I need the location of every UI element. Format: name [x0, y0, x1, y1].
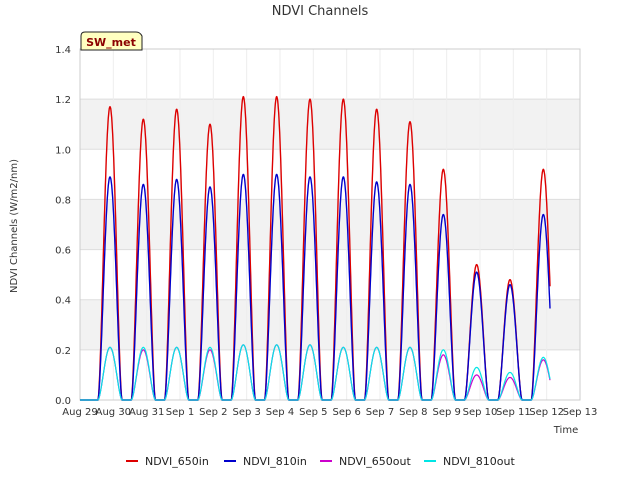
x-tick-label: Sep 1 — [166, 407, 194, 418]
x-tick-label: Sep 2 — [199, 407, 227, 418]
plot-band — [80, 299, 580, 350]
x-tick-label: Sep 11 — [496, 407, 531, 418]
site-badge-label: SW_met — [86, 36, 136, 49]
x-tick-label: Sep 5 — [299, 407, 327, 418]
x-tick-label: Sep 6 — [332, 407, 360, 418]
y-axis-label: NDVI Channels (W/m2/nm) — [9, 159, 20, 293]
series-line-ndvi-810out — [79, 344, 551, 401]
y-tick-label: 1.4 — [55, 45, 71, 56]
x-tick-label: Sep 13 — [563, 407, 598, 418]
x-tick-label: Aug 30 — [96, 407, 131, 418]
series-lines — [79, 95, 551, 401]
x-tick-label: Sep 3 — [232, 407, 260, 418]
x-tick-label: Sep 9 — [432, 407, 460, 418]
x-tick-label: Sep 7 — [366, 407, 394, 418]
y-tick-label: 1.2 — [55, 95, 71, 106]
y-tick-label: 0.8 — [55, 195, 71, 206]
y-tick-label: 1.0 — [55, 145, 71, 156]
legend: NDVI_650in NDVI_810in NDVI_650out NDVI_810o… — [126, 455, 515, 468]
legend-label: NDVI_650in — [145, 455, 209, 468]
plot-band — [80, 199, 580, 250]
x-tick-label: Aug 31 — [129, 407, 164, 418]
x-tick-label: Sep 12 — [529, 407, 564, 418]
y-tick-label: 0.4 — [55, 296, 71, 307]
x-axis-label: Time — [553, 425, 578, 436]
chart-title: NDVI Channels — [272, 4, 369, 19]
x-tick-label: Sep 8 — [399, 407, 427, 418]
x-tick-label: Sep 4 — [266, 407, 294, 418]
plot-area — [80, 49, 580, 400]
legend-label: NDVI_650out — [339, 455, 411, 468]
site-badge: SW_met — [80, 31, 143, 51]
y-ticks: 0.0 0.2 0.4 0.6 0.8 1.0 1.2 1.4 — [55, 45, 71, 407]
x-tick-label: Sep 10 — [463, 407, 498, 418]
x-tick-label: Aug 29 — [62, 407, 97, 418]
y-tick-label: 0.2 — [55, 346, 71, 357]
y-tick-label: 0.0 — [55, 396, 71, 407]
legend-label: NDVI_810out — [443, 455, 515, 468]
y-tick-label: 0.6 — [55, 246, 71, 257]
plot-band — [80, 99, 580, 150]
legend-label: NDVI_810in — [243, 455, 307, 468]
